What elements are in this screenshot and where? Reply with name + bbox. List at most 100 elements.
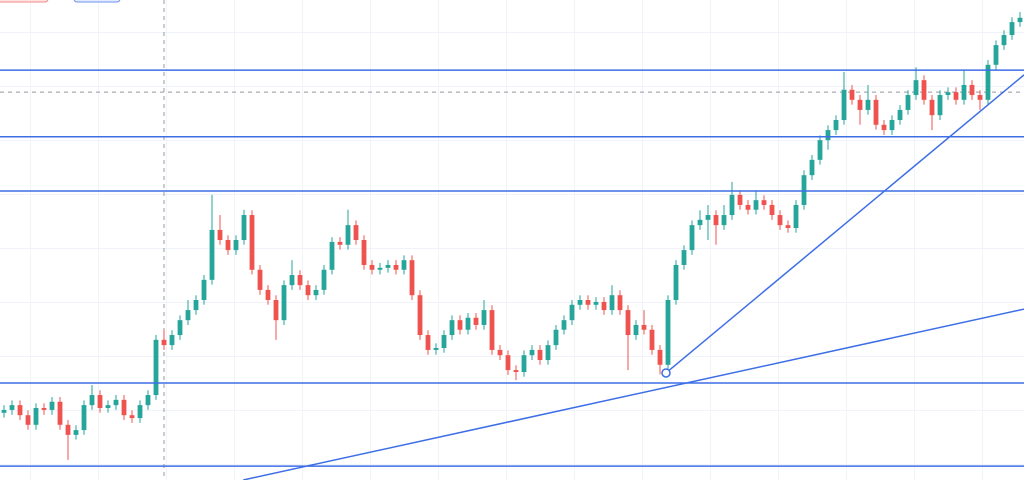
candle-body bbox=[697, 219, 703, 226]
candle-body bbox=[185, 310, 191, 321]
candle-body bbox=[177, 320, 183, 336]
candle-body bbox=[705, 215, 711, 220]
candle-body bbox=[609, 295, 615, 311]
candle-body bbox=[433, 348, 439, 350]
candle-body bbox=[745, 204, 751, 210]
candle-body bbox=[817, 140, 823, 160]
candle-body bbox=[625, 310, 631, 336]
candle-body bbox=[833, 120, 839, 131]
candle-body bbox=[193, 300, 199, 311]
candle-body bbox=[881, 124, 887, 131]
candle-body bbox=[377, 267, 383, 270]
candle-body bbox=[673, 264, 679, 300]
candle-body bbox=[281, 285, 287, 321]
candle-body bbox=[593, 301, 599, 305]
candle-body bbox=[521, 355, 527, 372]
candle-body bbox=[985, 64, 991, 100]
candle-body bbox=[577, 300, 583, 305]
candle-body bbox=[225, 240, 231, 251]
candle-body bbox=[945, 92, 951, 96]
candle-body bbox=[113, 399, 119, 406]
candle-body bbox=[825, 130, 831, 141]
candle-body bbox=[849, 89, 855, 100]
candle-body bbox=[953, 92, 959, 100]
candle-body bbox=[505, 355, 511, 371]
candle-body bbox=[449, 320, 455, 336]
sell-button[interactable] bbox=[0, 0, 49, 3]
candle-body bbox=[121, 399, 127, 416]
candle-body bbox=[969, 84, 975, 96]
candle-body bbox=[49, 401, 55, 410]
candle-body bbox=[921, 80, 927, 100]
candle-body bbox=[145, 395, 151, 406]
candle-body bbox=[961, 84, 967, 100]
candle-body bbox=[265, 289, 271, 300]
candle-body bbox=[361, 240, 367, 265]
candle-body bbox=[1001, 35, 1007, 46]
candle-body bbox=[9, 405, 15, 410]
candle-body bbox=[905, 95, 911, 110]
candle-body bbox=[561, 320, 567, 330]
candle-body bbox=[865, 99, 871, 110]
candle-body bbox=[785, 225, 791, 228]
candle-body bbox=[369, 264, 375, 270]
candle-body bbox=[273, 300, 279, 321]
candle-body bbox=[201, 279, 207, 300]
candle-body bbox=[345, 225, 351, 245]
candle-body bbox=[457, 320, 463, 330]
candle-body bbox=[537, 349, 543, 360]
candle-body bbox=[209, 229, 215, 280]
candle-body bbox=[633, 324, 639, 336]
candle-body bbox=[665, 300, 671, 365]
candle-body bbox=[289, 275, 295, 286]
candle-body bbox=[681, 250, 687, 265]
candle-body bbox=[553, 329, 559, 346]
candle-body bbox=[657, 349, 663, 365]
candle-body bbox=[73, 430, 79, 435]
candle-body bbox=[1017, 17, 1023, 23]
candle-body bbox=[305, 285, 311, 296]
candle-body bbox=[321, 269, 327, 290]
candle-body bbox=[241, 215, 247, 240]
candle-body bbox=[425, 335, 431, 350]
candle-body bbox=[129, 415, 135, 419]
candle-body bbox=[873, 99, 879, 125]
candle-body bbox=[689, 225, 695, 251]
candle-body bbox=[297, 275, 303, 286]
candle-body bbox=[249, 215, 255, 270]
trend-anchor bbox=[661, 368, 671, 378]
candle-body bbox=[585, 300, 591, 305]
candle-body bbox=[441, 335, 447, 348]
buy-button[interactable] bbox=[73, 0, 121, 3]
candle-body bbox=[801, 175, 807, 205]
candle-body bbox=[105, 405, 111, 408]
candle-body bbox=[17, 405, 23, 416]
trend-line bbox=[243, 308, 1024, 480]
candle-body bbox=[809, 159, 815, 176]
candle-body bbox=[41, 408, 47, 410]
candle-body bbox=[161, 339, 167, 346]
candle-body bbox=[841, 89, 847, 120]
candle-body bbox=[641, 324, 647, 330]
candle-body bbox=[761, 200, 767, 205]
candle-body bbox=[137, 405, 143, 419]
candle-body bbox=[97, 395, 103, 408]
candle-body bbox=[569, 304, 575, 321]
candle-body bbox=[153, 339, 159, 396]
candle-body bbox=[329, 241, 335, 270]
candle-body bbox=[529, 349, 535, 356]
candle-body bbox=[1, 409, 7, 413]
candle-body bbox=[217, 229, 223, 240]
candle-body bbox=[497, 349, 503, 356]
candle-body bbox=[481, 310, 487, 325]
candle-body bbox=[81, 405, 87, 431]
candle-body bbox=[89, 395, 95, 406]
candle-body bbox=[777, 215, 783, 226]
candle-body bbox=[937, 95, 943, 116]
candle-body bbox=[489, 310, 495, 350]
candle-body bbox=[713, 215, 719, 226]
candle-body bbox=[977, 95, 983, 100]
candle-body bbox=[257, 269, 263, 290]
